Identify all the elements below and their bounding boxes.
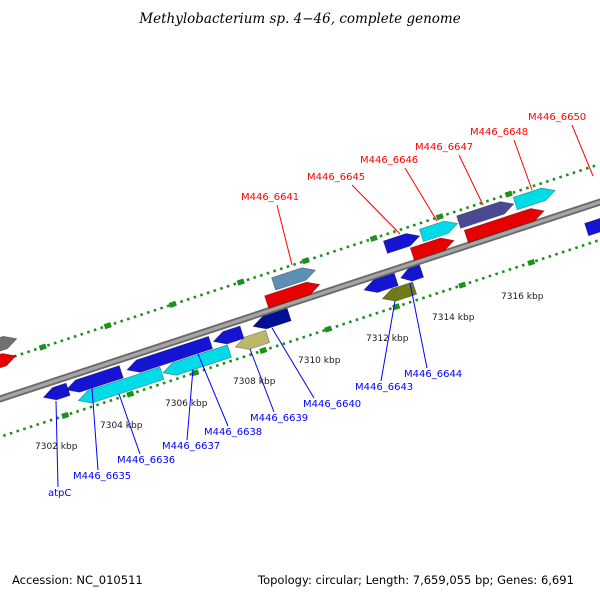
leader-line xyxy=(118,393,141,455)
gene-arrow-M446_6647 xyxy=(456,201,515,229)
major-tick xyxy=(458,281,467,289)
major-tick xyxy=(301,257,310,265)
gene-label: M446_6638 xyxy=(204,427,262,438)
gene-arrow-atpC xyxy=(42,382,71,401)
leader-line xyxy=(513,139,533,191)
leader-line xyxy=(91,387,99,471)
tick-label: 7316 kbp xyxy=(501,292,544,302)
leader-line xyxy=(186,368,194,441)
gene-arrow-M446_6639 xyxy=(234,329,271,350)
gene-arrow-M446_6646 xyxy=(418,220,459,242)
leader-line xyxy=(380,300,396,382)
gene-arrow-M446_6635 xyxy=(65,365,124,393)
gene-label: M446_6637 xyxy=(162,441,220,452)
leader-line xyxy=(271,327,315,399)
gene-label: M446_6643 xyxy=(355,382,413,393)
gene-arrow-M446_6638 xyxy=(126,335,214,373)
genome-stats-text: Topology: circular; Length: 7,659,055 bp… xyxy=(258,573,574,587)
gene-label: atpC xyxy=(48,488,71,499)
major-tick xyxy=(527,258,536,267)
tick-label: 7304 kbp xyxy=(100,421,143,431)
accession-text: Accession: NC_010511 xyxy=(12,573,143,587)
major-tick xyxy=(369,234,378,242)
gene-arrow xyxy=(0,353,17,374)
gene-label: M446_6640 xyxy=(303,399,361,410)
leader-line xyxy=(55,400,59,488)
major-tick xyxy=(103,322,112,330)
major-tick xyxy=(126,390,135,398)
major-tick xyxy=(236,278,245,286)
major-tick xyxy=(259,346,268,354)
gene-arrow-M446_6648 xyxy=(512,187,556,211)
leader-line xyxy=(404,167,438,222)
gene-label: M446_6648 xyxy=(470,127,528,138)
gene-arrow xyxy=(212,325,245,345)
gene-label: M446_6636 xyxy=(117,455,175,466)
gene-label: M446_6646 xyxy=(360,155,418,166)
leader-line xyxy=(458,154,484,206)
tick-label: 7314 kbp xyxy=(432,313,475,323)
gene-label: M446_6641 xyxy=(241,192,299,203)
backbone-highlight xyxy=(0,200,600,401)
gene-label: M446_6635 xyxy=(73,471,131,482)
tick-label: 7310 kbp xyxy=(298,356,341,366)
major-tick xyxy=(324,325,333,333)
gene-arrow-M446_6645 xyxy=(382,233,421,254)
gene-label: M446_6647 xyxy=(415,142,473,153)
gene-label: M446_6639 xyxy=(250,413,308,424)
gene-arrow xyxy=(0,335,18,358)
gene-arrow-M446_6637 xyxy=(162,344,232,376)
major-tick xyxy=(504,190,513,198)
tick-label: 7308 kbp xyxy=(233,377,276,387)
leader-line xyxy=(571,124,594,177)
tick-label: 7306 kbp xyxy=(165,399,208,409)
leader-line xyxy=(276,204,293,266)
major-tick xyxy=(168,300,177,308)
genome-title: Methylobacterium sp. 4−46, complete geno… xyxy=(139,11,461,27)
ruler-line-upper xyxy=(0,163,598,363)
gene-arrow-M446_6643 xyxy=(381,281,418,302)
leader-line xyxy=(249,348,275,413)
gene-label: M446_6650 xyxy=(528,112,586,123)
gene-arrow xyxy=(409,237,455,261)
gene-arrow-M446_6644 xyxy=(400,264,425,282)
leader-line xyxy=(351,184,401,235)
gene-arrow xyxy=(463,208,545,244)
gene-arrow xyxy=(264,281,321,309)
leader-line xyxy=(409,282,428,369)
tick-label: 7312 kbp xyxy=(366,334,409,344)
gene-arrow xyxy=(584,217,600,237)
major-tick xyxy=(38,343,47,351)
tick-label: 7302 kbp xyxy=(35,442,78,452)
gene-arrow-M446_6641 xyxy=(271,267,317,291)
gene-arrow-M446_6640 xyxy=(252,307,292,330)
gene-label: M446_6645 xyxy=(307,172,365,183)
gene-label: M446_6644 xyxy=(404,369,462,380)
major-tick xyxy=(61,411,70,419)
ruler-line-lower xyxy=(2,238,600,438)
major-tick xyxy=(435,213,444,221)
leader-line xyxy=(197,353,229,427)
gene-arrow-M446_6636 xyxy=(77,366,165,404)
gene-arrow xyxy=(363,272,399,293)
